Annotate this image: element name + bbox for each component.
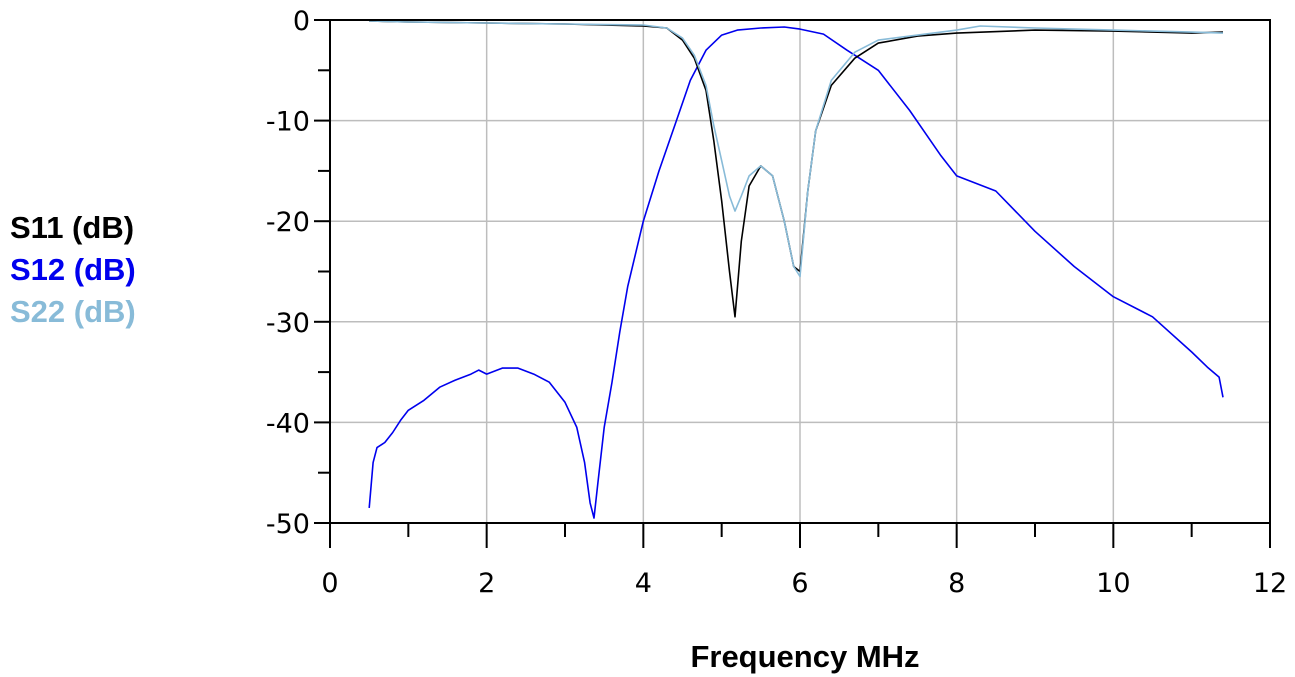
- x-tick-label: 10: [1096, 568, 1130, 599]
- y-axis: 0 -10 -20 -30 -40 -50: [266, 6, 330, 540]
- x-tick-label: 2: [478, 568, 495, 599]
- legend-entry-s11: S11 (dB): [10, 210, 134, 245]
- grid: [330, 20, 1270, 523]
- x-tick-label: 4: [635, 568, 652, 599]
- x-tick-label: 0: [321, 568, 338, 599]
- y-tick-label: -10: [266, 107, 310, 138]
- y-tick-label: -50: [266, 509, 310, 540]
- series-line-s22: [369, 20, 1224, 278]
- y-tick-label: -20: [266, 207, 310, 238]
- y-tick-label: -40: [266, 408, 310, 439]
- x-axis: 0 2 4 6 8 10 12: [321, 523, 1287, 599]
- x-axis-title: Frequency MHz: [690, 639, 919, 674]
- y-tick-label: -30: [266, 308, 310, 339]
- series-group: [368, 20, 1224, 519]
- legend-entry-s12: S12 (dB): [10, 252, 136, 287]
- series-line-s11: [369, 20, 1224, 318]
- legend: S11 (dB) S12 (dB) S22 (dB): [10, 210, 136, 329]
- x-tick-label: 8: [948, 568, 965, 599]
- legend-entry-s22: S22 (dB): [10, 294, 136, 329]
- x-tick-label: 12: [1253, 568, 1287, 599]
- x-tick-label: 6: [791, 568, 808, 599]
- series-line-s12: [368, 26, 1224, 519]
- y-tick-label: 0: [293, 6, 310, 37]
